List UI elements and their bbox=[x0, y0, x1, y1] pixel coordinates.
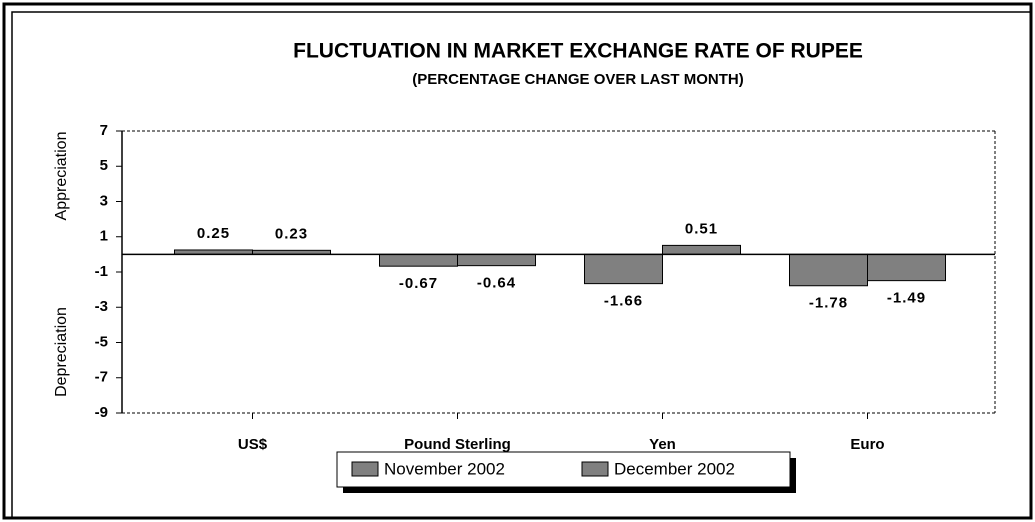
bar bbox=[789, 253, 868, 287]
y-tick-label: -5 bbox=[95, 333, 108, 350]
data-label: 0.23 bbox=[275, 225, 308, 242]
y-tick-label: -9 bbox=[95, 404, 108, 421]
y-tick-label: -7 bbox=[95, 369, 108, 386]
data-label: 0.51 bbox=[685, 220, 718, 237]
y-tick-label: -1 bbox=[95, 263, 108, 280]
x-tick-label: Euro bbox=[850, 436, 884, 453]
y-tick-label: 7 bbox=[100, 122, 108, 139]
x-tick-label: Pound Sterling bbox=[404, 436, 511, 453]
x-tick-label: US$ bbox=[238, 436, 268, 453]
data-label: -1.49 bbox=[887, 290, 926, 307]
y-tick-label: -3 bbox=[95, 298, 108, 315]
bar bbox=[584, 253, 663, 285]
x-tick-label: Yen bbox=[649, 436, 676, 453]
y-axis-label-top: Appreciation bbox=[53, 132, 70, 221]
y-tick-label: 5 bbox=[100, 157, 108, 174]
bar bbox=[379, 253, 458, 267]
y-tick-label: 3 bbox=[100, 192, 108, 209]
data-label: -1.78 bbox=[809, 295, 848, 312]
data-label: -1.66 bbox=[604, 293, 643, 310]
bar bbox=[867, 253, 946, 282]
legend bbox=[336, 451, 791, 488]
y-tick-label: 1 bbox=[100, 228, 108, 245]
chart-title: FLUCTUATION IN MARKET EXCHANGE RATE OF R… bbox=[293, 40, 863, 63]
y-axis-label-bottom: Depreciation bbox=[53, 307, 70, 397]
data-label: -0.67 bbox=[399, 275, 438, 292]
bar bbox=[662, 244, 741, 255]
data-label: -0.64 bbox=[477, 275, 516, 292]
inner-frame bbox=[11, 11, 1032, 519]
legend-label: December 2002 bbox=[614, 459, 735, 478]
data-label: 0.25 bbox=[197, 225, 230, 242]
legend-label: November 2002 bbox=[384, 459, 505, 478]
legend-swatch bbox=[351, 461, 379, 477]
bar bbox=[457, 253, 536, 267]
legend-swatch bbox=[581, 461, 609, 477]
chart-subtitle: (PERCENTAGE CHANGE OVER LAST MONTH) bbox=[412, 71, 743, 88]
